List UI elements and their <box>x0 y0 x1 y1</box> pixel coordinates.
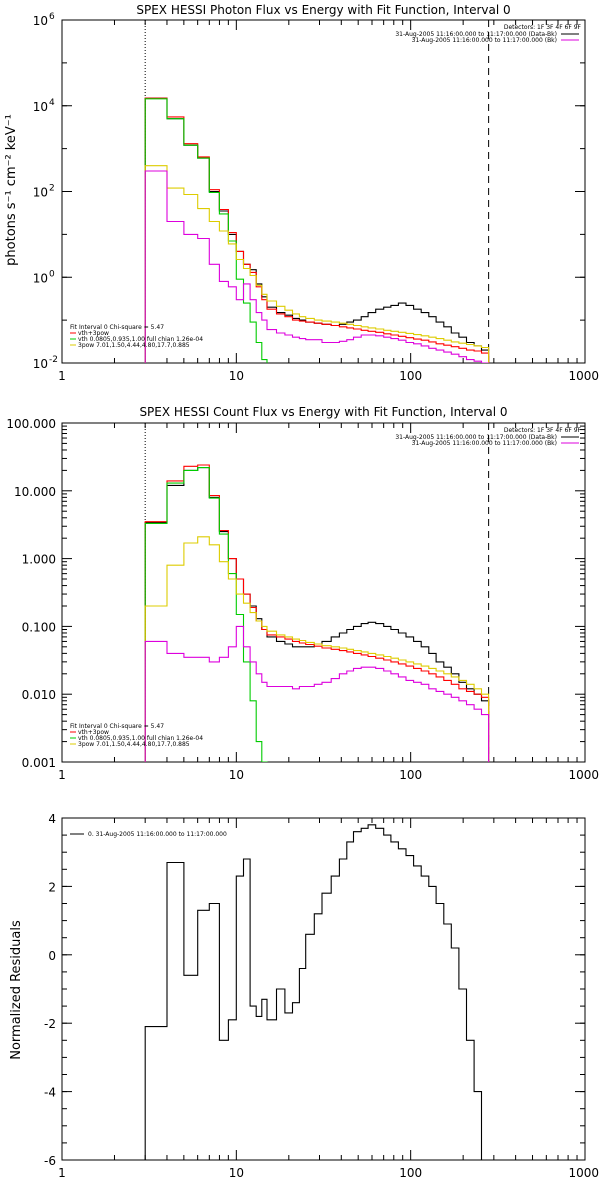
plot-frame <box>61 19 586 364</box>
y-tick-label: 10 <box>33 271 48 285</box>
series-line-4 <box>144 536 490 762</box>
y-tick-exponent: 6 <box>49 12 55 22</box>
y-tick-label: 0 <box>48 949 56 963</box>
x-tick-label: 100 <box>399 1166 422 1180</box>
y-tick-exponent: 2 <box>49 184 55 194</box>
y-tick-label: 0.001 <box>22 756 56 770</box>
y-tick-label: 10 <box>33 357 48 371</box>
y-tick-label: 4 <box>48 812 56 826</box>
series-line-1 <box>144 467 490 762</box>
y-tick-exponent: 0 <box>49 269 55 279</box>
x-tick-label: 1000 <box>568 369 599 383</box>
series-line-2 <box>144 97 490 363</box>
y-tick-label: -2 <box>44 1017 56 1031</box>
legend-entry-label: 3pow 7.01,1.50,4.44,4.80,17.7,0.885 <box>78 342 190 349</box>
y-tick-label: 0.010 <box>22 688 56 702</box>
y-tick-label: -6 <box>44 1154 56 1168</box>
x-tick-label: 10 <box>229 768 244 782</box>
series-line-3 <box>144 98 268 363</box>
y-tick-exponent: 4 <box>49 98 55 108</box>
series-line-5 <box>144 170 490 363</box>
y-tick-exponent: -2 <box>49 355 58 365</box>
y-axis-label: Normalized Residuals <box>9 920 24 1060</box>
legend-entry-label: vth 0.0805,0.935,1.00 full chian 1.26e-0… <box>78 735 203 742</box>
chart-panel-3: Normalized Residuals 1 10 100 1000 -6 -4 -2 0 2 4 0… <box>9 812 599 1180</box>
x-tick-label: 100 <box>399 768 422 782</box>
y-tick-label: -4 <box>44 1086 56 1100</box>
chart-title: SPEX HESSI Photon Flux vs Energy with Fi… <box>136 3 510 17</box>
y-tick-label: 10 <box>33 100 48 114</box>
x-tick-label: 10 <box>229 1166 244 1180</box>
x-tick-label: 1 <box>58 1166 66 1180</box>
series-line-3 <box>144 467 268 762</box>
legend-entry-label: vth+3pow <box>78 729 109 736</box>
legend-header: Detectors: 1F 3F 4F 6F 9F <box>504 24 582 31</box>
plot-frame <box>61 817 586 1161</box>
y-tick-label: 10 <box>33 14 48 28</box>
y-axis-label: photons s⁻¹ cm⁻² keV⁻¹ <box>4 114 19 266</box>
y-tick-label: 0.100 <box>22 620 56 634</box>
legend-entry-label: 31-Aug-2005 11:16:00.000 to 11:17:00.000… <box>395 434 557 441</box>
series-line-4 <box>144 165 490 363</box>
legend-header: Fit Interval 0 Chi-square = 5.47 <box>70 723 164 730</box>
legend-entry-label: 31-Aug-2005 11:16:00.000 to 11:17:00.000… <box>412 37 557 44</box>
legend-header: Fit Interval 0 Chi-square = 5.47 <box>70 324 164 331</box>
x-tick-label: 10 <box>229 369 244 383</box>
series-line-1 <box>144 824 490 1160</box>
y-tick-label: 10 <box>33 186 48 200</box>
legend-entry-label: vth+3pow <box>78 330 109 337</box>
plot-frame <box>61 422 586 763</box>
y-tick-label: 2 <box>48 880 56 894</box>
series-line-5 <box>144 625 490 762</box>
y-tick-label: 100.000 <box>6 417 56 431</box>
series-line-1 <box>144 97 490 363</box>
legend-entry-label: 3pow 7.01,1.50,4.44,4.80,17.7,0.885 <box>78 741 190 748</box>
legend-entry-label: 0. 31-Aug-2005 11:16:00.000 to 11:17:00.… <box>88 831 227 838</box>
chart-panel-1: SPEX HESSI Photon Flux vs Energy with Fi… <box>4 3 599 383</box>
x-tick-label: 1000 <box>568 768 599 782</box>
legend-entry-label: vth 0.0805,0.935,1.00 full chian 1.26e-0… <box>78 336 203 343</box>
chart-title: SPEX HESSI Count Flux vs Energy with Fit… <box>139 405 507 419</box>
series-line-2 <box>144 464 490 762</box>
legend-entry-label: 31-Aug-2005 11:16:00.000 to 11:17:00.000… <box>412 440 557 447</box>
legend-header: Detectors: 1F 3F 4F 6F 9F <box>504 427 582 434</box>
x-tick-label: 1000 <box>568 1166 599 1180</box>
chart-panel-2: SPEX HESSI Count Flux vs Energy with Fit… <box>6 405 599 782</box>
y-tick-label: 1.000 <box>22 553 56 567</box>
x-tick-label: 1 <box>58 768 66 782</box>
y-tick-label: 10.000 <box>14 485 56 499</box>
legend-entry-label: 31-Aug-2005 11:16:00.000 to 11:17:00.000… <box>395 31 557 38</box>
x-tick-label: 1 <box>58 369 66 383</box>
x-tick-label: 100 <box>399 369 422 383</box>
